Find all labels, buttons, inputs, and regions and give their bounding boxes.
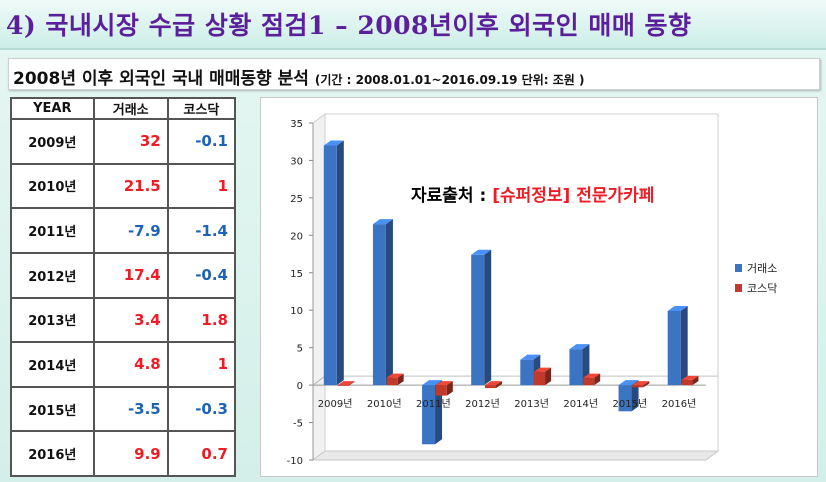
table-row: 2014년 4.8 1 [10,341,237,388]
x-tick-label: 2011년 [416,398,451,410]
table-header-row: YEAR 거래소 코스닥 [10,97,237,120]
kosdaq-value: -0.3 [166,385,237,433]
legend-label: 거래소 [747,262,777,275]
kosdaq-value: -0.4 [166,251,237,299]
subtitle-period: (기간 : 2008.01.01~2016.09.19 단위: 조원 ) [314,73,585,87]
kosdaq-bar [484,381,502,389]
year-cell: 2009년 [10,118,95,165]
y-tick-label: 10 [290,306,303,317]
bar-chart: -10 -5 0 5 10 15 20 25 30 35 2009년 2010년 2011년 2012년 2… [287,113,777,467]
source-label: 자료출처 : [411,186,493,206]
kospi-bar [618,380,639,412]
data-table: YEAR 거래소 코스닥 2009년 32 -0.1 2010년 21.5 1 2011년 -… [10,97,237,477]
y-tick-label: -5 [293,419,303,430]
table-row: 2013년 3.4 1.8 [10,296,237,344]
y-tick-label: 35 [290,119,303,130]
chart-container: -10 -5 0 5 10 15 20 25 30 35 2009년 2010년 2011년 2012년 2… [260,97,818,477]
year-cell: 2016년 [10,430,95,477]
y-tick-label: 5 [297,344,303,355]
year-cell: 2010년 [10,162,95,210]
kosdaq-value: 1.8 [166,296,237,344]
source-link: [슈퍼정보] 전문가카페 [492,186,655,206]
kosdaq-value: 0.7 [166,430,237,477]
table-row: 2015년 -3.5 -0.3 [10,385,237,433]
kosdaq-value: -0.1 [166,118,237,165]
table-row: 2016년 9.9 0.7 [10,430,237,477]
kospi-value: -7.9 [92,207,169,254]
table-row: 2009년 32 -0.1 [10,118,237,165]
kospi-bar [667,305,688,386]
kosdaq-bar [435,381,453,396]
kospi-value: 21.5 [92,162,169,210]
x-tick-label: 2014년 [563,398,598,410]
page-title: 4) 국내시장 수급 상황 점검1 – 2008년이후 외국인 매매 동향 [6,11,692,40]
header-kospi: 거래소 [92,97,169,120]
subtitle-box: 2008년 이후 외국인 국내 매매동향 분석 (기간 : 2008.01.01~… [8,58,820,90]
kosdaq-bar [583,373,601,386]
y-tick-label: -10 [287,456,303,467]
kospi-value: 3.4 [92,296,169,344]
year-cell: 2014년 [10,341,95,388]
y-tick-label: 25 [290,194,303,205]
subtitle: 2008년 이후 외국인 국내 매매동향 분석 (기간 : 2008.01.01~… [13,64,584,89]
x-tick-label: 2012년 [465,398,500,410]
title-bar: 4) 국내시장 수급 상황 점검1 – 2008년이후 외국인 매매 동향 [0,0,826,50]
year-cell: 2012년 [10,251,95,299]
kosdaq-bar [681,375,699,386]
legend-swatch [735,284,742,292]
kosdaq-value: 1 [166,162,237,210]
source-annotation: 자료출처 : [슈퍼정보] 전문가카페 [411,181,654,206]
kospi-bar [323,140,344,386]
table-row: 2012년 17.4 -0.4 [10,251,237,299]
x-tick-label: 2016년 [662,398,697,410]
kospi-bar [372,219,393,386]
x-tick-label: 2009년 [318,398,353,410]
kosdaq-bar [386,373,404,386]
x-tick-label: 2015년 [613,398,648,410]
header-kosdaq: 코스닥 [166,97,237,120]
kosdaq-bar [534,367,552,386]
kospi-value: 9.9 [92,430,169,477]
kospi-bar [471,249,492,386]
kosdaq-value: 1 [166,341,237,388]
x-tick-label: 2010년 [367,398,402,410]
subtitle-main: 2008년 이후 외국인 국내 매매동향 분석 [13,69,309,89]
x-tick-label: 2013년 [514,398,549,410]
kospi-value: 4.8 [92,341,169,388]
y-tick-label: 15 [290,269,303,280]
kosdaq-bar [337,381,355,386]
y-tick-label: 0 [297,381,303,392]
table-row: 2011년 -7.9 -1.4 [10,207,237,254]
year-cell: 2013년 [10,296,95,344]
kospi-value: 17.4 [92,251,169,299]
y-tick-label: 20 [290,231,303,242]
zero-line-depth [312,375,326,386]
kospi-value: -3.5 [92,385,169,433]
chart-floor [311,450,720,461]
kospi-bar [422,380,443,445]
kospi-value: 32 [92,118,169,165]
table-row: 2010년 21.5 1 [10,162,237,210]
header-year: YEAR [10,97,95,120]
legend-swatch [735,264,742,272]
year-cell: 2015년 [10,385,95,433]
y-tick-label: 30 [290,156,303,167]
legend-label: 코스닥 [747,282,777,295]
kosdaq-value: -1.4 [166,207,237,254]
kosdaq-bar [632,381,650,388]
year-cell: 2011년 [10,207,95,254]
